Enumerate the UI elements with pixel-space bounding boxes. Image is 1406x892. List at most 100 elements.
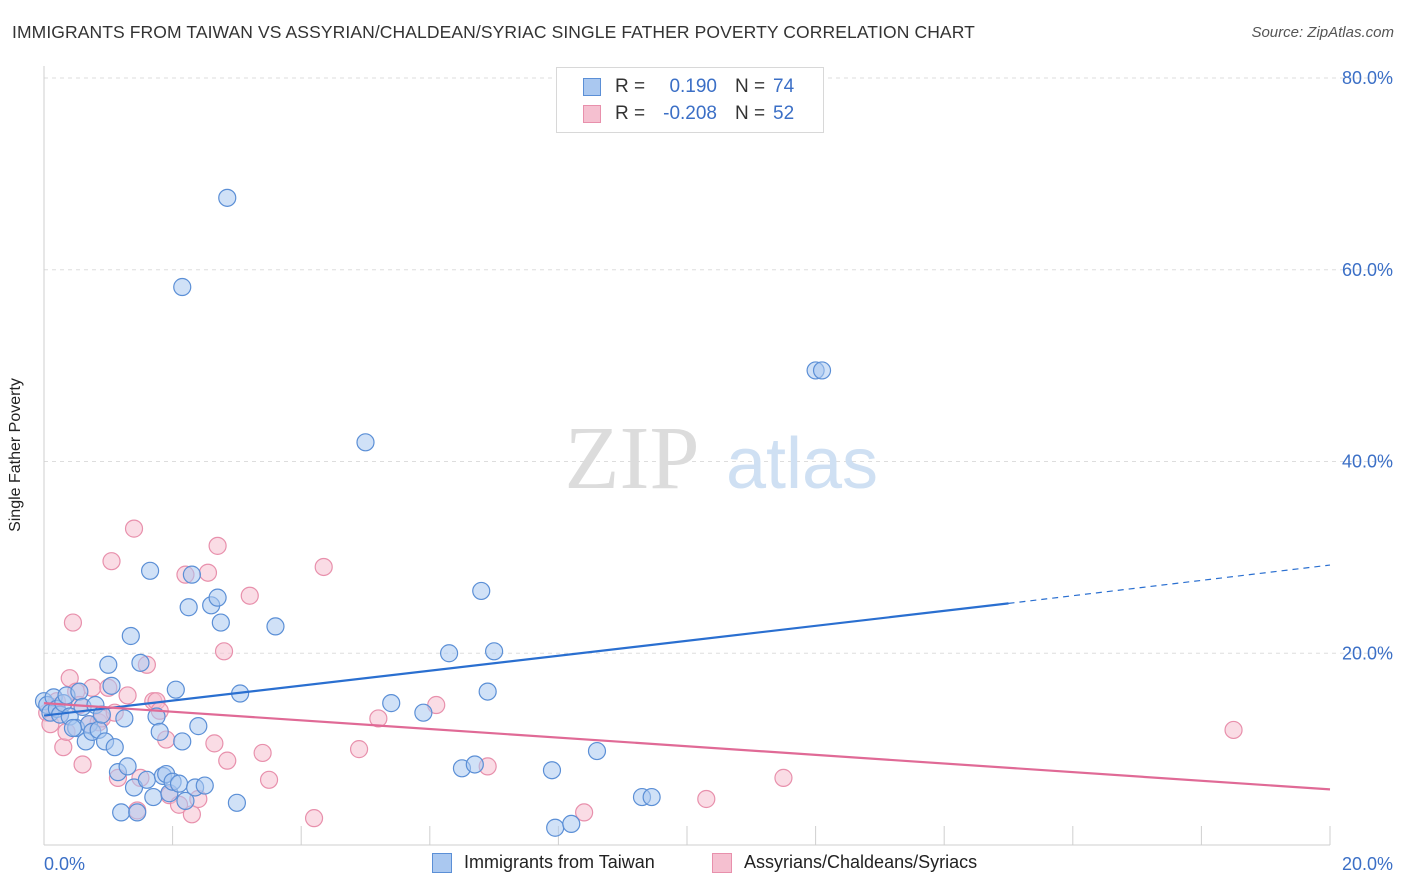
data-point-assyrian <box>1224 720 1243 740</box>
data-point-assyrian <box>259 770 279 789</box>
watermark-atlas: atlas <box>726 424 878 504</box>
data-point-taiwan <box>266 617 285 636</box>
data-point-taiwan <box>118 757 137 776</box>
data-point-taiwan <box>137 770 156 789</box>
data-point-taiwan <box>208 588 227 607</box>
legend-swatch-pink <box>583 105 601 123</box>
data-point-assyrian <box>240 586 259 605</box>
data-point-taiwan <box>70 682 89 701</box>
data-point-assyrian <box>575 803 594 822</box>
data-point-taiwan <box>211 613 230 632</box>
legend-row-taiwan: R = 0.190 N = 74 <box>557 74 823 100</box>
data-point-assyrian <box>253 743 272 763</box>
data-point-taiwan <box>227 793 246 812</box>
data-point-assyrian <box>54 738 73 757</box>
watermark-zip: ZIP <box>565 409 700 508</box>
data-point-taiwan <box>356 433 375 452</box>
data-point-taiwan <box>485 642 504 661</box>
data-point-taiwan <box>587 741 607 761</box>
data-point-taiwan <box>150 722 169 741</box>
data-point-assyrian <box>118 686 137 705</box>
data-point-assyrian <box>63 613 83 632</box>
legend-n-label: N = <box>735 76 766 97</box>
data-point-assyrian <box>208 536 227 555</box>
data-point-taiwan <box>189 717 208 736</box>
data-point-assyrian <box>124 519 144 538</box>
data-point-taiwan <box>812 361 832 380</box>
x-tick-label: 20.0% <box>1342 854 1393 874</box>
data-point-assyrian <box>102 552 121 571</box>
legend-swatch-blue <box>583 78 601 96</box>
data-point-taiwan <box>63 718 83 738</box>
series-assyrian-points <box>38 519 1243 828</box>
data-point-taiwan <box>173 732 192 751</box>
grid-lines <box>44 77 1395 654</box>
data-point-assyrian <box>198 563 218 582</box>
data-point-taiwan <box>642 787 661 807</box>
legend-row-assyrian: R = -0.208 N = 52 <box>557 101 823 127</box>
data-point-assyrian <box>314 557 333 577</box>
zipatlas-watermark: ZIP atlas <box>565 409 879 508</box>
data-point-assyrian <box>73 755 92 774</box>
data-point-taiwan <box>115 709 134 728</box>
data-point-taiwan <box>176 791 195 810</box>
legend-swatch-blue <box>432 853 452 873</box>
data-point-taiwan <box>105 738 124 757</box>
legend-label-taiwan: Immigrants from Taiwan <box>464 852 655 872</box>
data-point-taiwan <box>218 188 237 207</box>
stats-legend: R = 0.190 N = 74 R = -0.208 N = 52 <box>556 67 824 133</box>
data-point-taiwan <box>472 581 491 601</box>
data-point-taiwan <box>439 644 459 663</box>
data-point-taiwan <box>542 761 562 780</box>
legend-swatch-pink <box>712 853 732 873</box>
data-point-taiwan <box>102 676 121 695</box>
data-point-taiwan <box>140 561 160 580</box>
data-point-taiwan <box>144 787 163 807</box>
data-point-taiwan <box>112 803 131 822</box>
y-tick-label: 40.0% <box>1342 452 1393 472</box>
data-point-taiwan <box>173 277 192 297</box>
legend-label-assyrian: Assyrians/Chaldeans/Syriacs <box>744 852 978 872</box>
legend-r-label: R = <box>615 76 646 97</box>
data-point-assyrian <box>218 751 237 770</box>
legend-r-value: -0.208 <box>663 103 717 124</box>
y-tick-label: 60.0% <box>1342 260 1393 280</box>
series-taiwan-points <box>34 188 832 837</box>
legend-r-value: 0.190 <box>669 76 717 97</box>
data-point-taiwan <box>478 682 497 701</box>
y-axis-label: Single Father Poverty <box>7 378 24 532</box>
legend-n-label: N = <box>735 103 766 124</box>
data-point-taiwan <box>169 774 189 793</box>
x-tick-label: 0.0% <box>44 854 85 874</box>
data-point-assyrian <box>369 709 388 728</box>
source-credit: Source: ZipAtlas.com <box>1251 24 1394 41</box>
legend-n-value: 52 <box>773 103 795 124</box>
data-point-taiwan <box>128 803 147 822</box>
data-point-taiwan <box>182 565 201 584</box>
data-point-taiwan <box>414 703 433 722</box>
axes <box>43 66 1331 846</box>
y-tick-label: 80.0% <box>1342 68 1393 88</box>
data-point-taiwan <box>382 694 401 713</box>
y-tick-label: 20.0% <box>1342 643 1393 663</box>
trend-lines <box>43 564 1331 791</box>
data-point-assyrian <box>697 789 716 809</box>
trend-line-taiwan <box>43 602 1009 717</box>
data-point-taiwan <box>121 626 140 646</box>
data-point-assyrian <box>214 642 234 661</box>
data-point-taiwan <box>179 598 198 617</box>
legend-r-label: R = <box>615 103 646 124</box>
data-point-taiwan <box>546 818 565 837</box>
trend-line-assyrian <box>43 702 1331 791</box>
data-point-assyrian <box>304 809 324 828</box>
chart-title: IMMIGRANTS FROM TAIWAN VS ASSYRIAN/CHALD… <box>12 22 975 42</box>
data-point-taiwan <box>195 776 214 795</box>
data-point-taiwan <box>166 680 185 699</box>
data-point-taiwan <box>562 814 581 834</box>
trend-line-taiwan-extension <box>1008 564 1331 604</box>
legend-n-value: 74 <box>773 76 795 97</box>
data-point-assyrian <box>774 768 793 787</box>
data-point-assyrian <box>205 734 224 753</box>
tick-labels: 20.0% 40.0% 60.0% 80.0% 0.0% 20.0% <box>44 68 1393 874</box>
